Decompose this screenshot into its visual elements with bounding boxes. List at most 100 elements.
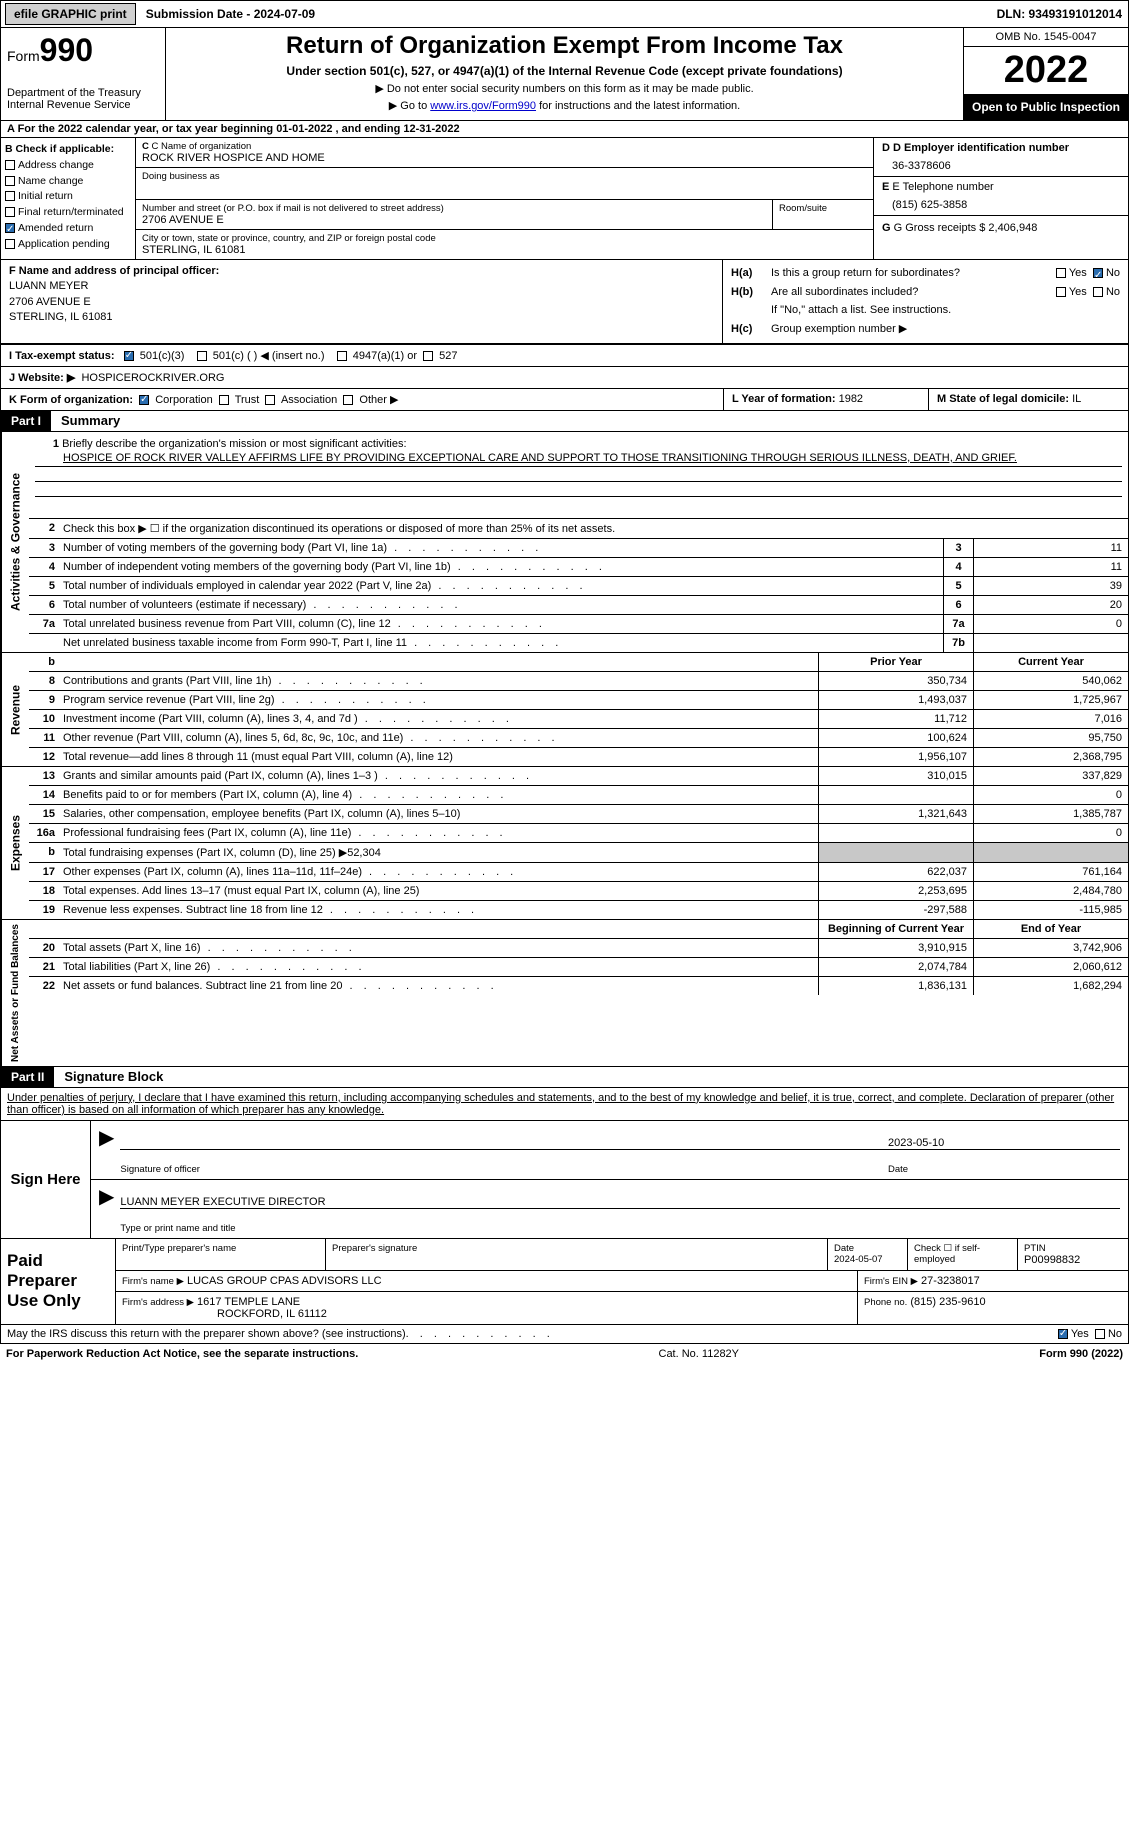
checkbox-trust[interactable] bbox=[219, 395, 229, 405]
discuss-no: No bbox=[1108, 1328, 1122, 1340]
section-f-h: F Name and address of principal officer:… bbox=[0, 260, 1129, 344]
sign-here-label: Sign Here bbox=[1, 1121, 91, 1238]
line18-cy: 2,484,780 bbox=[973, 882, 1128, 900]
line8-desc: Contributions and grants (Part VIII, lin… bbox=[59, 672, 818, 690]
col-c-name: C C Name of organization ROCK RIVER HOSP… bbox=[136, 138, 873, 259]
discuss-yes: Yes bbox=[1071, 1328, 1089, 1340]
officer-name: LUANN MEYER bbox=[9, 279, 714, 294]
current-year-hdr: Current Year bbox=[973, 653, 1128, 671]
row-j-website: J Website: ▶ HOSPICEROCKRIVER.ORG bbox=[0, 367, 1129, 389]
check-label: B Check if applicable: bbox=[5, 142, 131, 158]
checkbox-association[interactable] bbox=[265, 395, 275, 405]
line5-desc: Total number of individuals employed in … bbox=[59, 577, 943, 595]
line10-py: 11,712 bbox=[818, 710, 973, 728]
d-label: D D Employer identification number bbox=[882, 142, 1120, 154]
paid-preparer-label: Paid Preparer Use Only bbox=[1, 1239, 116, 1324]
sig-officer-label: Signature of officer bbox=[120, 1164, 880, 1175]
line18-desc: Total expenses. Add lines 13–17 (must eq… bbox=[59, 882, 818, 900]
line7b-desc: Net unrelated business taxable income fr… bbox=[59, 634, 943, 652]
hb-no-checkbox[interactable] bbox=[1093, 287, 1103, 297]
trust-label: Trust bbox=[235, 394, 260, 406]
line16b-cy bbox=[973, 843, 1128, 862]
ha-no: No bbox=[1106, 267, 1120, 279]
line4-desc: Number of independent voting members of … bbox=[59, 558, 943, 576]
checkbox-amended-return[interactable] bbox=[5, 223, 15, 233]
mission-text: HOSPICE OF ROCK RIVER VALLEY AFFIRMS LIF… bbox=[35, 450, 1122, 467]
form-header: Form990 Department of the Treasury Inter… bbox=[0, 28, 1129, 121]
row-k-l-m: K Form of organization: Corporation Trus… bbox=[0, 389, 1129, 411]
irs-link[interactable]: www.irs.gov/Form990 bbox=[430, 100, 536, 112]
discuss-row: May the IRS discuss this return with the… bbox=[0, 1325, 1129, 1344]
line6-desc: Total number of volunteers (estimate if … bbox=[59, 596, 943, 614]
other-label: Other ▶ bbox=[359, 394, 398, 406]
line16a-desc: Professional fundraising fees (Part IX, … bbox=[59, 824, 818, 842]
form-number: Form990 bbox=[7, 32, 159, 69]
gross-value: 2,406,948 bbox=[988, 222, 1037, 234]
ptin-value: P00998832 bbox=[1024, 1254, 1122, 1266]
checkbox-other-org[interactable] bbox=[343, 395, 353, 405]
sig-date-label: Date bbox=[880, 1164, 1120, 1175]
line19-py: -297,588 bbox=[818, 901, 973, 919]
line7b-val bbox=[973, 634, 1128, 652]
discuss-yes-checkbox[interactable] bbox=[1058, 1329, 1068, 1339]
prep-phone-label: Phone no. bbox=[864, 1297, 907, 1308]
firm-name-label: Firm's name ▶ bbox=[122, 1276, 184, 1287]
part1-header: Part I Summary bbox=[0, 411, 1129, 432]
checkbox-501c[interactable] bbox=[197, 351, 207, 361]
ha-yes-checkbox[interactable] bbox=[1056, 268, 1066, 278]
checkbox-4947a1[interactable] bbox=[337, 351, 347, 361]
pra-notice: For Paperwork Reduction Act Notice, see … bbox=[6, 1348, 358, 1360]
f-label: F Name and address of principal officer: bbox=[9, 265, 219, 277]
checkbox-application-pending[interactable] bbox=[5, 239, 15, 249]
line8-cy: 540,062 bbox=[973, 672, 1128, 690]
checkbox-501c3[interactable] bbox=[124, 351, 134, 361]
phone-value: (815) 625-3858 bbox=[882, 199, 1120, 211]
line17-py: 622,037 bbox=[818, 863, 973, 881]
ha-no-checkbox[interactable] bbox=[1093, 268, 1103, 278]
501c3-label: 501(c)(3) bbox=[140, 350, 185, 362]
line2-desc: Check this box ▶ ☐ if the organization d… bbox=[59, 519, 1128, 538]
line22-py: 1,836,131 bbox=[818, 977, 973, 995]
dept-treasury: Department of the Treasury bbox=[7, 87, 159, 99]
line21-py: 2,074,784 bbox=[818, 958, 973, 976]
line16a-cy: 0 bbox=[973, 824, 1128, 842]
type-name-label: Type or print name and title bbox=[120, 1223, 1120, 1234]
line15-desc: Salaries, other compensation, employee b… bbox=[59, 805, 818, 823]
discuss-no-checkbox[interactable] bbox=[1095, 1329, 1105, 1339]
checkbox-address-change[interactable] bbox=[5, 160, 15, 170]
checkbox-name-change[interactable] bbox=[5, 176, 15, 186]
calendar-year-text: A For the 2022 calendar year, or tax yea… bbox=[7, 123, 460, 135]
line15-py: 1,321,643 bbox=[818, 805, 973, 823]
goto-post: for instructions and the latest informat… bbox=[536, 100, 740, 112]
omb-number: OMB No. 1545-0047 bbox=[964, 28, 1128, 47]
checkbox-initial-return[interactable] bbox=[5, 191, 15, 201]
m-label: M State of legal domicile: bbox=[937, 393, 1069, 405]
ptin-label: PTIN bbox=[1024, 1243, 1122, 1254]
line14-py bbox=[818, 786, 973, 804]
top-bar: efile GRAPHIC print Submission Date - 20… bbox=[0, 0, 1129, 28]
part2-header: Part II Signature Block bbox=[0, 1067, 1129, 1088]
expenses-section: Expenses 13Grants and similar amounts pa… bbox=[0, 767, 1129, 920]
year-formation: 1982 bbox=[839, 393, 863, 405]
g-label: G bbox=[882, 222, 891, 234]
line16a-py bbox=[818, 824, 973, 842]
line5-val: 39 bbox=[973, 577, 1128, 595]
gross-label: G Gross receipts $ bbox=[894, 222, 986, 234]
irs-label: Internal Revenue Service bbox=[7, 99, 159, 111]
firm-addr-label: Firm's address ▶ bbox=[122, 1297, 194, 1308]
line13-py: 310,015 bbox=[818, 767, 973, 785]
prep-date-value: 2024-05-07 bbox=[834, 1254, 901, 1265]
line22-cy: 1,682,294 bbox=[973, 977, 1128, 995]
line17-desc: Other expenses (Part IX, column (A), lin… bbox=[59, 863, 818, 881]
line12-desc: Total revenue—add lines 8 through 11 (mu… bbox=[59, 748, 818, 766]
efile-print-button[interactable]: efile GRAPHIC print bbox=[5, 3, 136, 25]
phone-label: E Telephone number bbox=[892, 181, 993, 193]
addr-label: Number and street (or P.O. box if mail i… bbox=[142, 203, 766, 214]
line11-py: 100,624 bbox=[818, 729, 973, 747]
checkbox-corporation[interactable] bbox=[139, 395, 149, 405]
checkbox-527[interactable] bbox=[423, 351, 433, 361]
hb-yes-checkbox[interactable] bbox=[1056, 287, 1066, 297]
corp-label: Corporation bbox=[155, 394, 212, 406]
checkbox-final-return[interactable] bbox=[5, 207, 15, 217]
dots-fill bbox=[406, 1328, 1058, 1340]
